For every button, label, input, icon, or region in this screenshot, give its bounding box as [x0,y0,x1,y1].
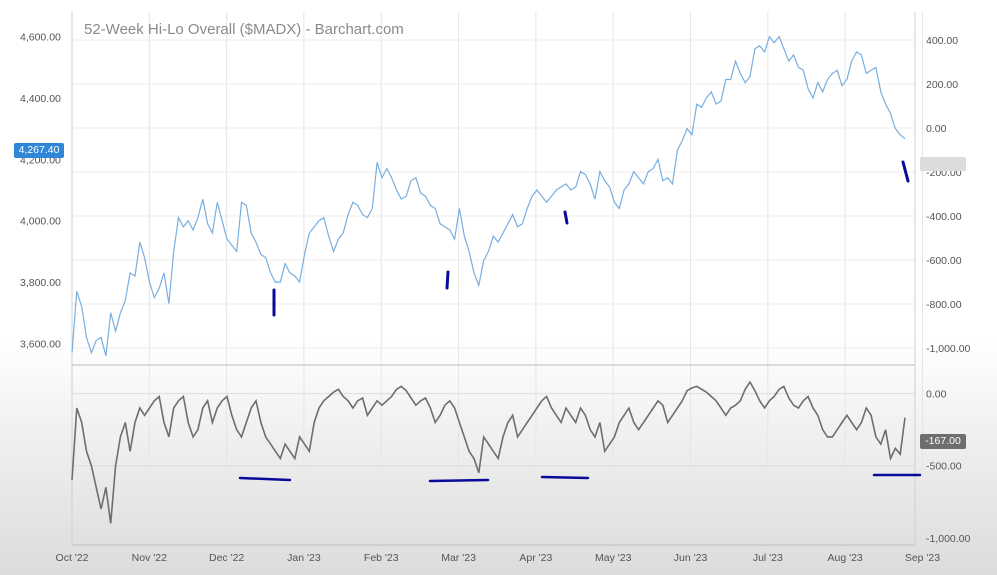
right-tick-label: 0.00 [926,123,947,135]
x-tick-label: Oct '22 [56,552,89,564]
x-tick-label: Jun '23 [674,552,708,564]
right-axis-marker [920,157,966,171]
oscillator-tick-label: 0.00 [926,389,947,401]
oscillator-tick-label: -1,000.00 [926,533,971,545]
x-tick-label: Nov '22 [132,552,167,564]
annotation-support-line [540,475,590,480]
x-tick-label: May '23 [595,552,632,564]
x-tick-label: Dec '22 [209,552,244,564]
oscillator-series-line [71,380,906,524]
x-tick-label: Apr '23 [519,552,552,564]
last-price-tag: 4,267.40 [14,143,64,158]
x-tick-label: Jan '23 [287,552,321,564]
left-tick-label: 4,600.00 [20,32,61,44]
right-tick-label: 200.00 [926,79,958,91]
left-tick-label: 4,000.00 [20,216,61,228]
x-tick-label: Aug '23 [827,552,862,564]
annotation-tick-mark [901,160,910,183]
right-tick-label: -600.00 [926,255,962,267]
chart-title: 52-Week Hi-Lo Overall ($MADX) - Barchart… [84,21,404,38]
x-tick-label: Feb '23 [364,552,399,564]
oscillator-tick-label: -500.00 [926,461,962,473]
annotation-support-line [238,476,292,482]
left-tick-label: 4,400.00 [20,93,61,105]
x-tick-label: Mar '23 [441,552,476,564]
left-tick-label: 3,800.00 [20,277,61,289]
left-tick-label: 3,600.00 [20,339,61,351]
x-tick-label: Jul '23 [753,552,783,564]
annotation-tick-mark [563,210,569,225]
right-tick-label: -1,000.00 [926,343,971,355]
right-tick-label: -400.00 [926,211,962,223]
annotation-tick-mark [445,270,450,290]
last-oscillator-tag: -167.00 [920,434,966,449]
annotation-support-line [428,478,490,483]
price-series-line [71,35,906,356]
right-tick-label: 400.00 [926,35,958,47]
right-tick-label: -800.00 [926,299,962,311]
x-tick-label: Sep '23 [905,552,940,564]
